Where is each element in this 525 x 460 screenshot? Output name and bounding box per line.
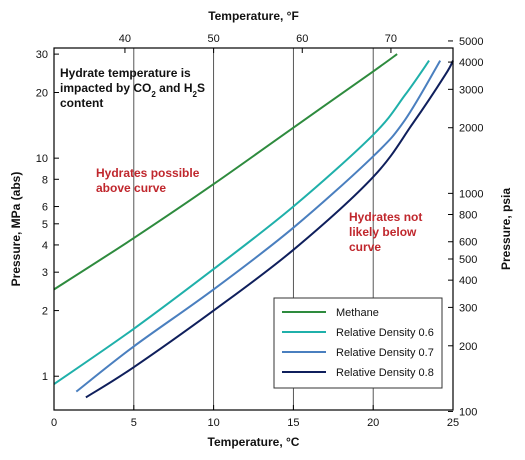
y-right-tick-label: 800 [459, 210, 477, 222]
y-right-tick-label: 3000 [459, 84, 483, 96]
y-left-tick-label: 2 [42, 306, 48, 318]
y-left-tick-label: 4 [42, 240, 48, 252]
annotation-line: curve [349, 240, 381, 254]
legend-label: Relative Density 0.7 [336, 347, 434, 359]
y-left-tick-label: 10 [36, 153, 48, 165]
annotation-line: impacted by CO2 and H2S [60, 81, 205, 99]
annotation-line: content [60, 96, 103, 110]
legend: Methane Relative Density 0.6 Relative Dens… [273, 297, 443, 389]
y-left-axis-title: Pressure, MPa (abs) [9, 172, 23, 287]
x-tick-label: 5 [131, 417, 137, 429]
y-right-tick-label: 200 [459, 341, 477, 353]
x-top-tick-label: 60 [296, 33, 308, 45]
x-tick-label: 25 [447, 417, 459, 429]
y-right-tick-label: 1000 [459, 188, 483, 200]
annotation-line: Hydrates not [349, 210, 422, 224]
x-top-axis-title: Temperature, °F [208, 9, 299, 23]
x-top-tick-label: 40 [119, 33, 131, 45]
y-right-tick-label: 4000 [459, 57, 483, 69]
y-left-tick-label: 1 [42, 371, 48, 383]
legend-label: Relative Density 0.6 [336, 327, 434, 339]
x-top-tick-label: 70 [385, 33, 397, 45]
y-left-tick-label: 3 [42, 267, 48, 279]
y-left-tick-label: 30 [36, 49, 48, 61]
y-right-tick-label: 300 [459, 302, 477, 314]
series-lines [53, 53, 454, 399]
y-right-tick-label: 100 [459, 406, 477, 418]
annotation-line: likely below [349, 225, 417, 239]
y-right-tick-label: 2000 [459, 123, 483, 135]
y-right-tick-label: 400 [459, 275, 477, 287]
legend-label: Relative Density 0.8 [336, 367, 434, 379]
y-left-tick-label: 6 [42, 202, 48, 214]
plot-frame [53, 47, 454, 411]
x-top-tick-label: 50 [207, 33, 219, 45]
x-tick-label: 20 [367, 417, 379, 429]
y-right-tick-label: 600 [459, 237, 477, 249]
x-axis-title: Temperature, °C [208, 435, 300, 449]
y-left-tick-label: 5 [42, 219, 48, 231]
x-tick-label: 10 [207, 417, 219, 429]
x-tick-label: 15 [287, 417, 299, 429]
y-right-tick-label: 500 [459, 254, 477, 266]
series-line-relative-density-0-7 [75, 60, 442, 393]
annotation-line: Hydrate temperature is [60, 66, 191, 80]
annotation-line: Hydrates possible [96, 166, 200, 180]
series-line-relative-density-0-6 [53, 60, 430, 385]
y-left-tick-label: 20 [36, 88, 48, 100]
annotation-line: above curve [96, 181, 166, 195]
y-right-tick-label: 5000 [459, 36, 483, 48]
y-left-tick-label: 8 [42, 174, 48, 186]
x-tick-label: 0 [51, 417, 57, 429]
series-line-methane [53, 53, 398, 291]
legend-label: Methane [336, 307, 379, 319]
series-line-relative-density-0-8 [85, 60, 454, 399]
y-right-axis-title: Pressure, psia [499, 188, 513, 270]
